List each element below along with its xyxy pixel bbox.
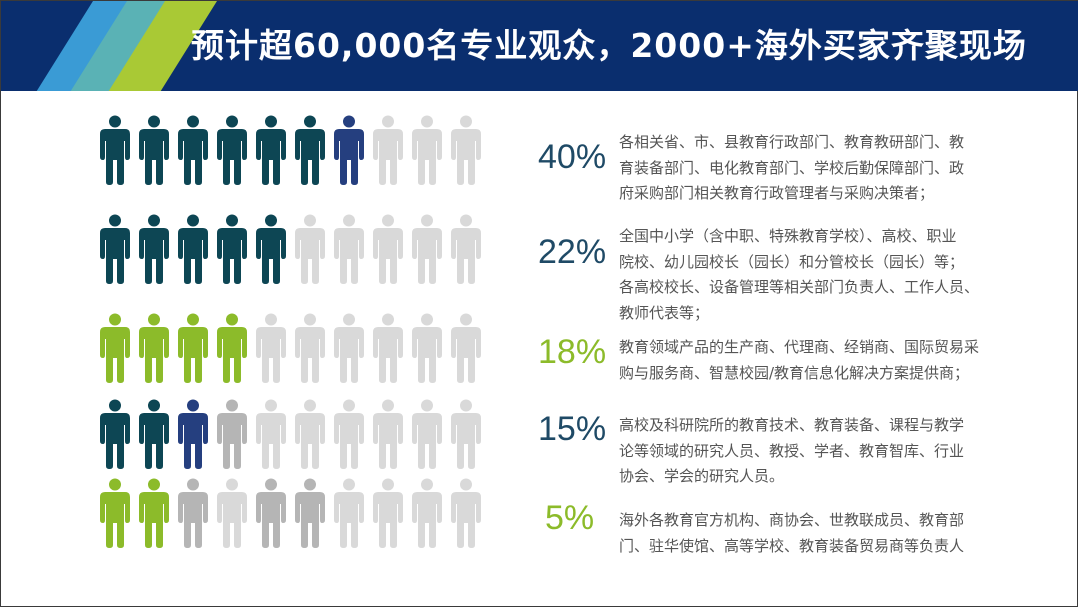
stat-description: 教育领域产品的生产商、代理商、经销商、国际贸易采 购与服务商、智慧校园/教育信息… [619,335,999,386]
person-icon [100,478,130,548]
stat-line: 教师代表等； [619,303,710,322]
person-icon [178,399,208,469]
stat-line: 教育领域产品的生产商、代理商、经销商、国际贸易采 [619,338,980,356]
person-icon [451,115,481,185]
stat-line: 育装备部门、电化教育部门、学校后勤保障部门、政 [619,158,965,177]
person-icon [178,478,208,548]
stat-description: 全国中小学（含中职、特殊教育学校）、高校、职业 院校、幼儿园校长（园长）和分管校… [619,224,999,326]
stat-line: 购与服务商、智慧校园/教育信息化解决方案提供商； [619,363,970,382]
person-icon [295,399,325,469]
person-icon [412,478,442,548]
person-icon [100,313,130,383]
stat-percent: 15% [538,410,607,448]
person-icon [256,115,286,185]
stat-percent: 18% [538,333,607,371]
person-icon [217,478,247,548]
person-icon [100,115,130,185]
person-icon [256,399,286,469]
person-icon [217,115,247,185]
person-icon [256,478,286,548]
person-icon [217,399,247,469]
person-icon [139,399,169,469]
person-icon [412,214,442,284]
person-icon [178,115,208,185]
person-icon [334,313,364,383]
person-icon [217,313,247,383]
person-icon [178,313,208,383]
person-icon [373,478,403,548]
stat-percent: 22% [538,233,607,271]
person-icon [334,214,364,284]
person-icon [100,399,130,469]
stat-line: 府采购部门相关教育行政管理者与采购决策者； [619,184,935,202]
person-icon [451,399,481,469]
stat-description: 各相关省、市、县教育行政部门、教育教研部门、教 育装备部门、电化教育部门、学校后… [619,130,999,207]
stat-percent: 5% [545,499,595,537]
person-icon [295,214,325,284]
icon-row-5 [100,478,500,548]
stat-line: 论等领域的研究人员、教授、学者、教育智库、行业 [619,441,965,460]
icon-row-1 [100,115,500,185]
stat-line: 各高校校长、设备管理等相关部门负责人、工作人员、 [619,278,980,296]
person-icon [451,313,481,383]
stat-description: 高校及科研院所的教育技术、教育装备、课程与教学 论等领域的研究人员、教授、学者、… [619,413,999,490]
person-icon [217,214,247,284]
person-icon [373,399,403,469]
person-icon [256,214,286,284]
person-icon [451,478,481,548]
stat-line: 门、驻华使馆、高等学校、教育装备贸易商等负责人 [619,536,965,555]
stat-line: 全国中小学（含中职、特殊教育学校）、高校、职业 [619,227,957,245]
person-icon [295,478,325,548]
stat-percent: 40% [538,138,607,176]
person-icon [412,313,442,383]
person-icon [373,115,403,185]
person-icon [178,214,208,284]
person-icon [412,115,442,185]
person-icon [373,313,403,383]
stat-line: 协会、学会的研究人员。 [619,467,785,485]
person-icon [295,313,325,383]
person-icon [139,313,169,383]
page-title: 预计超60,000名专业观众，2000+海外买家齐聚现场 [191,26,1027,65]
person-icon [295,115,325,185]
person-icon [412,399,442,469]
person-icon [334,399,364,469]
person-icon [139,478,169,548]
icon-row-4 [100,399,500,469]
stat-line: 院校、幼儿园校长（园长）和分管校长（园长）等； [619,252,965,271]
person-icon [334,478,364,548]
stat-line: 海外各教育官方机构、商协会、世教联成员、教育部 [619,511,965,529]
stat-line: 各相关省、市、县教育行政部门、教育教研部门、教 [619,133,965,151]
icon-row-2 [100,214,500,284]
person-icon [100,214,130,284]
stat-line: 高校及科研院所的教育技术、教育装备、课程与教学 [619,416,965,434]
header-banner: 预计超60,000名专业观众，2000+海外买家齐聚现场 [1,1,1078,91]
person-icon [139,214,169,284]
person-icon [373,214,403,284]
person-icon [451,214,481,284]
icon-row-3 [100,313,500,383]
person-icon [139,115,169,185]
person-icon [334,115,364,185]
stat-description: 海外各教育官方机构、商协会、世教联成员、教育部 门、驻华使馆、高等学校、教育装备… [619,508,999,559]
person-icon [256,313,286,383]
